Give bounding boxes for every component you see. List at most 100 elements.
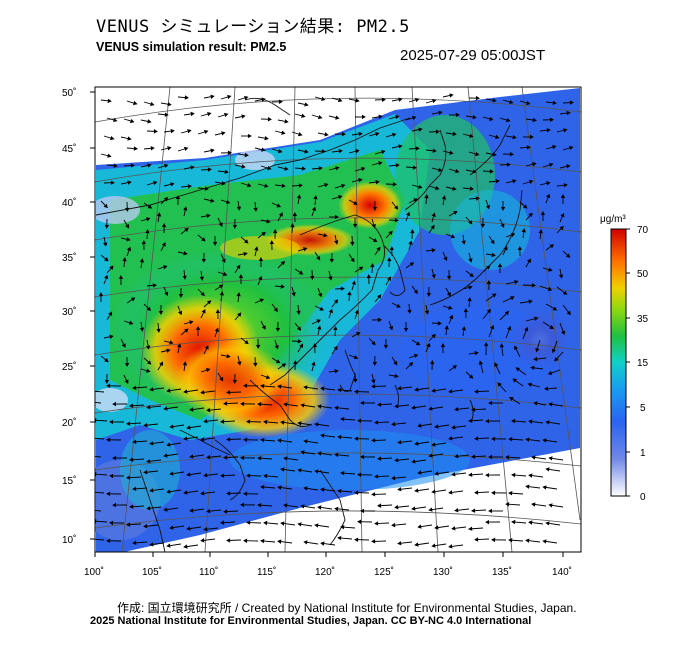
- wind-arrow-head: [334, 369, 339, 374]
- wind-arrow-head: [431, 248, 436, 253]
- wind-arrow-shaft: [95, 456, 102, 458]
- wind-arrow-head: [356, 332, 361, 336]
- wind-arrow-head: [334, 240, 339, 245]
- wind-arrow-head: [526, 145, 531, 150]
- wind-arrow-head: [264, 135, 269, 141]
- wind-arrow-head: [417, 470, 422, 475]
- wind-arrow-head: [393, 360, 398, 366]
- wind-arrow-head: [434, 185, 440, 191]
- wind-arrow-head: [317, 505, 322, 510]
- wind-arrow-head: [366, 274, 372, 279]
- wind-arrow-head: [446, 292, 451, 297]
- wind-arrow-head: [548, 162, 554, 168]
- wind-arrow-head: [244, 152, 249, 158]
- wind-arrow-head: [280, 467, 285, 472]
- wind-arrow-head: [381, 97, 386, 102]
- wind-arrow-head: [207, 111, 212, 117]
- wind-arrow-head: [107, 98, 112, 104]
- wind-arrow-head: [534, 316, 539, 321]
- wind-arrow-head: [170, 182, 175, 187]
- wind-arrow-head: [383, 344, 389, 349]
- wind-arrow-head: [394, 373, 399, 379]
- wind-arrow-head: [426, 292, 432, 297]
- wind-arrow-head: [565, 253, 571, 258]
- wind-arrow-head: [280, 260, 286, 266]
- wind-arrow-head: [182, 275, 187, 280]
- wind-arrow-head: [304, 102, 309, 107]
- wind-arrow-head: [169, 340, 174, 345]
- wind-arrow-head: [392, 182, 397, 187]
- wind-arrow-head: [244, 239, 249, 244]
- wind-arrow-head: [505, 117, 511, 123]
- wind-arrow-shaft: [95, 402, 102, 404]
- wind-arrow-head: [277, 539, 282, 544]
- wind-arrow-head: [491, 490, 496, 496]
- wind-arrow-head: [167, 102, 172, 107]
- wind-arrow-head: [98, 292, 104, 297]
- wind-arrow-head: [340, 183, 346, 189]
- wind-arrow-head: [317, 325, 322, 330]
- wind-arrow-head: [153, 129, 158, 134]
- wind-arrow-head: [200, 491, 205, 496]
- wind-arrow-head: [143, 524, 148, 529]
- wind-arrow-head: [240, 401, 245, 407]
- wind-arrow-head: [190, 111, 195, 117]
- wind-arrow-head: [489, 169, 494, 174]
- wind-arrow-head: [428, 507, 433, 512]
- wind-arrow-head: [410, 229, 415, 234]
- wind-arrow-head: [525, 484, 530, 489]
- wind-arrow-head: [244, 95, 249, 101]
- wind-arrow-head: [454, 406, 459, 412]
- wind-arrow-head: [372, 361, 378, 366]
- wind-arrow-head: [127, 136, 132, 141]
- wind-arrow-head: [549, 117, 554, 122]
- wind-arrow-head: [357, 472, 362, 477]
- wind-arrow-head: [314, 422, 319, 427]
- wind-arrow-head: [360, 400, 365, 406]
- wind-arrow-head: [253, 362, 258, 367]
- wind-arrow-head: [475, 196, 480, 201]
- wind-arrow-head: [189, 508, 194, 513]
- wind-arrow-head: [280, 521, 285, 526]
- wind-arrow-head: [361, 114, 366, 120]
- wind-arrow-head: [377, 294, 382, 299]
- wind-arrow-head: [377, 402, 382, 407]
- wind-arrow-head: [548, 503, 553, 508]
- wind-arrow-head: [431, 274, 436, 279]
- wind-arrow-head: [166, 348, 171, 353]
- lat-label-25: 25˚: [62, 361, 76, 373]
- colorbar-tick-0: 0: [640, 492, 646, 503]
- wind-arrow-head: [298, 270, 304, 275]
- wind-arrow-head: [261, 325, 266, 330]
- lon-label-140: 140˚: [552, 566, 572, 578]
- wind-arrow-head: [488, 508, 493, 514]
- wind-arrow-head: [189, 454, 194, 459]
- wind-arrow-head: [474, 537, 479, 542]
- wind-arrow-head: [337, 535, 342, 541]
- wind-arrow-head: [411, 506, 416, 511]
- wind-arrow-head: [448, 389, 453, 394]
- wind-arrow-head: [143, 470, 148, 475]
- wind-arrow-head: [510, 296, 515, 301]
- wind-arrow-head: [141, 240, 147, 245]
- wind-arrow-head: [175, 195, 181, 200]
- wind-arrow-head: [528, 419, 533, 424]
- wind-arrow-head: [525, 437, 530, 442]
- wind-arrow-head: [396, 303, 401, 308]
- wind-arrow-head: [431, 489, 436, 494]
- wind-arrow-head: [139, 327, 145, 332]
- wind-arrow-head: [542, 438, 547, 443]
- wind-arrow-head: [347, 291, 352, 296]
- wind-arrow-head: [184, 328, 189, 333]
- wind-arrow-head: [431, 212, 436, 217]
- wind-arrow-head: [210, 148, 215, 153]
- wind-arrow-head: [163, 406, 168, 411]
- wind-arrow-head: [221, 258, 226, 263]
- wind-arrow-head: [430, 360, 435, 365]
- wind-arrow-head: [475, 151, 480, 157]
- wind-arrow-head: [371, 492, 376, 497]
- wind-arrow-head: [158, 310, 164, 315]
- wind-arrow-head: [303, 540, 308, 545]
- lon-label-130: 130˚: [433, 566, 453, 578]
- wind-arrow-head: [474, 389, 479, 394]
